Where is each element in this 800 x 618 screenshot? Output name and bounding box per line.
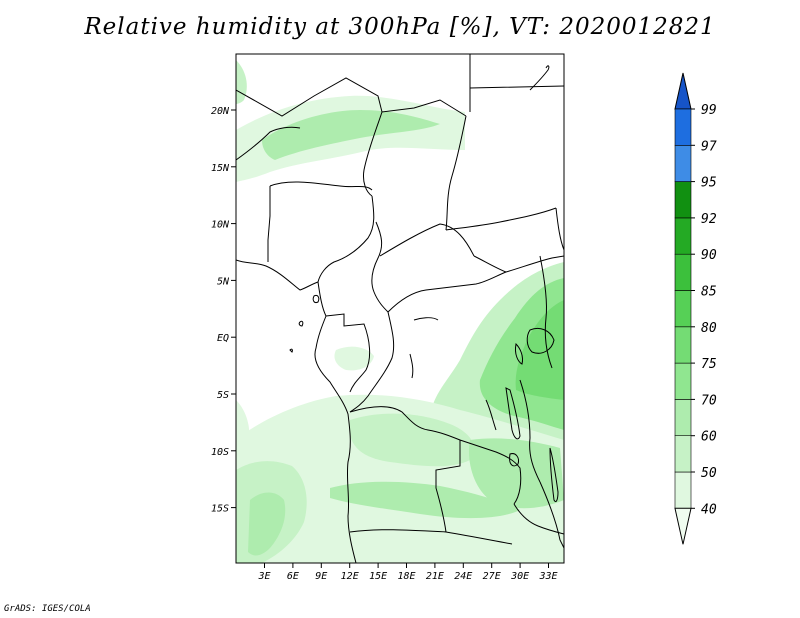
lake-albert <box>515 342 523 365</box>
colorbar-swatch <box>674 145 692 182</box>
humidity-region-south-core <box>349 413 474 467</box>
border-uganda-kenya <box>539 255 553 369</box>
red-sea-coast <box>529 65 550 91</box>
border-benin-nigeria <box>267 186 271 262</box>
longitude-label: 24E <box>454 571 472 582</box>
border-ethiopia <box>555 207 564 251</box>
longitude-label: 3E <box>257 571 270 582</box>
colorbar-swatch <box>674 290 692 328</box>
lake-tanganyika <box>505 387 521 440</box>
lake-mweru <box>509 453 519 467</box>
colorbar-label: 92 <box>701 212 717 227</box>
border-south-sudan-east <box>473 255 564 273</box>
border-mozambique <box>539 481 564 549</box>
border-angola-namibia <box>349 529 513 545</box>
border-niger-chad <box>363 111 383 197</box>
border-tanzania <box>519 379 541 483</box>
border-mali-niger <box>236 126 301 161</box>
colorbar-label: 97 <box>701 139 717 154</box>
border-algeria-niger <box>236 77 467 117</box>
border-car-drc <box>387 271 507 313</box>
humidity-patch-central <box>334 346 374 371</box>
latitude-label: 20N <box>211 106 230 117</box>
latitude-label: 10S <box>211 447 229 458</box>
humidity-patch-north <box>236 60 247 104</box>
latitude-label: 5N <box>217 276 230 287</box>
border-sudan-south-sudan <box>445 207 557 231</box>
border-chad-sudan <box>445 115 467 231</box>
latitude-labels: 20N 15N 10N 5N EQ 5S 10S 15S <box>211 106 230 515</box>
humidity-band-north-core <box>262 110 440 160</box>
latitude-label: 5S <box>217 390 229 401</box>
colorbar-label: 90 <box>701 248 717 263</box>
colorbar-swatch <box>674 471 692 509</box>
border-angola-zambia <box>435 440 461 533</box>
grads-credit: GrADS: IGES/COLA <box>4 604 91 614</box>
island-sao-tome <box>298 320 304 327</box>
border-nigeria-cameroon <box>317 195 375 283</box>
longitude-label: 18E <box>397 571 415 582</box>
colorbar-label: 99 <box>701 103 717 118</box>
humidity-region-south-east <box>468 438 564 509</box>
colorbar-swatch <box>674 217 692 255</box>
colorbar-label: 50 <box>701 466 717 481</box>
longitude-label: 33E <box>538 571 557 582</box>
humidity-band-south <box>330 481 520 519</box>
longitude-label: 15E <box>369 571 387 582</box>
border-gabon-congo <box>325 313 371 393</box>
border-drc-angola <box>349 406 461 441</box>
latitude-label: 10N <box>211 220 230 231</box>
colorbar-swatch <box>674 108 692 146</box>
longitude-label: 30E <box>510 571 529 582</box>
map-title: Relative humidity at 300hPa [%], VT: 202… <box>84 14 716 40</box>
humidity-shading <box>236 60 564 563</box>
river-congo <box>409 317 497 431</box>
humidity-patch-southwest-edge <box>236 400 250 452</box>
humidity-region-south <box>236 394 564 563</box>
colorbar-label: 85 <box>701 285 717 300</box>
colorbar-label: 40 <box>701 502 717 517</box>
latitude-label: 15S <box>211 504 229 515</box>
latitude-label: 15N <box>211 163 230 174</box>
longitude-label: 12E <box>341 571 359 582</box>
border-chad-car <box>379 223 475 257</box>
border-congo-drc <box>349 311 395 413</box>
latitude-ticks <box>231 109 236 509</box>
colorbar-label: 60 <box>701 430 717 445</box>
coastline-west-africa <box>236 259 357 563</box>
border-libya-egypt <box>469 54 564 112</box>
colorbar-label: 70 <box>701 393 717 408</box>
colorbar-swatch-bottom <box>674 507 692 545</box>
colorbar-swatch <box>674 253 692 291</box>
humidity-band-southwest-core <box>248 492 286 556</box>
colorbar-swatch <box>674 326 692 364</box>
longitude-label: 27E <box>483 571 501 582</box>
border-niger-nigeria <box>269 181 373 191</box>
colorbar-swatch <box>674 181 692 219</box>
island-bioko <box>312 295 320 303</box>
longitude-label: 6E <box>287 571 299 582</box>
lake-malawi <box>549 447 559 503</box>
latitude-label: EQ <box>217 333 229 344</box>
border-cameroon-chad <box>371 221 389 313</box>
map-frame <box>235 53 565 564</box>
longitude-ticks <box>264 563 549 568</box>
country-borders <box>236 54 564 563</box>
humidity-plume-east-max <box>515 300 564 400</box>
colorbar-label: 95 <box>701 176 717 191</box>
colorbar-label: 75 <box>701 357 717 372</box>
colorbar-swatch-top <box>674 72 692 110</box>
colorbar-swatch <box>674 399 692 436</box>
colorbar: 40 50 60 70 75 80 85 90 92 95 97 99 <box>674 72 717 545</box>
longitude-labels: 3E 6E 9E 12E 15E 18E 21E 24E 27E 30E 33E <box>257 571 557 582</box>
longitude-label: 9E <box>315 571 327 582</box>
border-zambia-zimbabwe <box>513 503 564 535</box>
colorbar-swatch <box>674 362 692 400</box>
lake-victoria <box>526 327 555 354</box>
colorbar-swatch <box>674 435 692 473</box>
colorbar-label: 80 <box>701 321 717 336</box>
longitude-label: 21E <box>426 571 444 582</box>
island-annobon <box>289 348 293 353</box>
